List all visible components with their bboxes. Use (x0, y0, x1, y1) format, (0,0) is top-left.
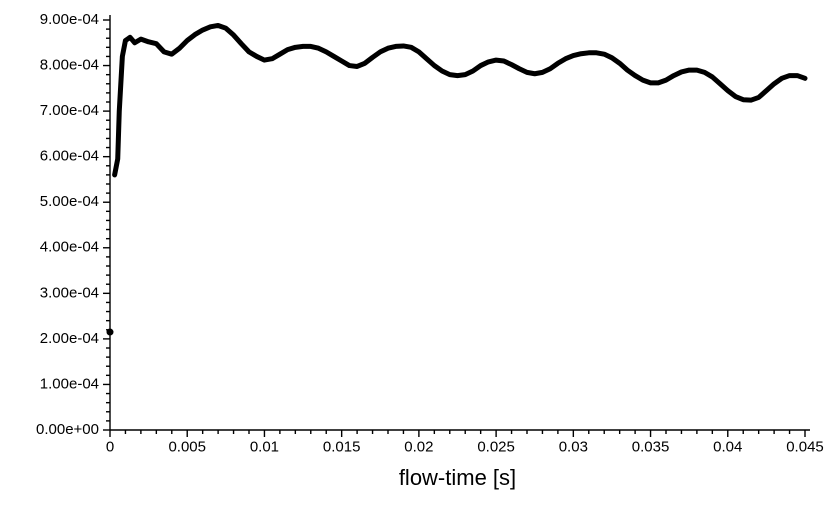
x-tick-label: 0.04 (713, 438, 742, 455)
y-tick-label: 7.00e-04 (40, 102, 99, 119)
x-tick-label: 0.02 (404, 438, 433, 455)
chart-svg: 0.00e+00 1.00e-04 2.00e-04 3.00e-04 4.00e-04… (0, 0, 827, 508)
x-tick-label: 0 (106, 438, 114, 455)
x-tick-label: 0.03 (559, 438, 588, 455)
y-tick-label: 9.00e-04 (40, 11, 99, 28)
series-start-marker (107, 329, 114, 336)
x-axis-title: flow-time [s] (399, 465, 516, 490)
x-tick-label: 0.045 (786, 438, 824, 455)
y-tick-label: 0.00e+00 (36, 421, 99, 438)
y-tick-label: 6.00e-04 (40, 148, 99, 165)
x-tick-label: 0.005 (168, 438, 206, 455)
x-tick-label: 0.01 (250, 438, 279, 455)
y-tick-label: 4.00e-04 (40, 239, 99, 256)
y-tick-label: 1.00e-04 (40, 375, 99, 392)
x-tick-label: 0.035 (632, 438, 670, 455)
y-tick-label: 2.00e-04 (40, 330, 99, 347)
chart-bg (0, 0, 827, 508)
y-tick-label: 5.00e-04 (40, 193, 99, 210)
y-tick-label: 8.00e-04 (40, 57, 99, 74)
flow-time-chart: 0.00e+00 1.00e-04 2.00e-04 3.00e-04 4.00e-04… (0, 0, 827, 508)
x-tick-label: 0.025 (477, 438, 515, 455)
x-tick-label: 0.015 (323, 438, 361, 455)
y-tick-label: 3.00e-04 (40, 284, 99, 301)
